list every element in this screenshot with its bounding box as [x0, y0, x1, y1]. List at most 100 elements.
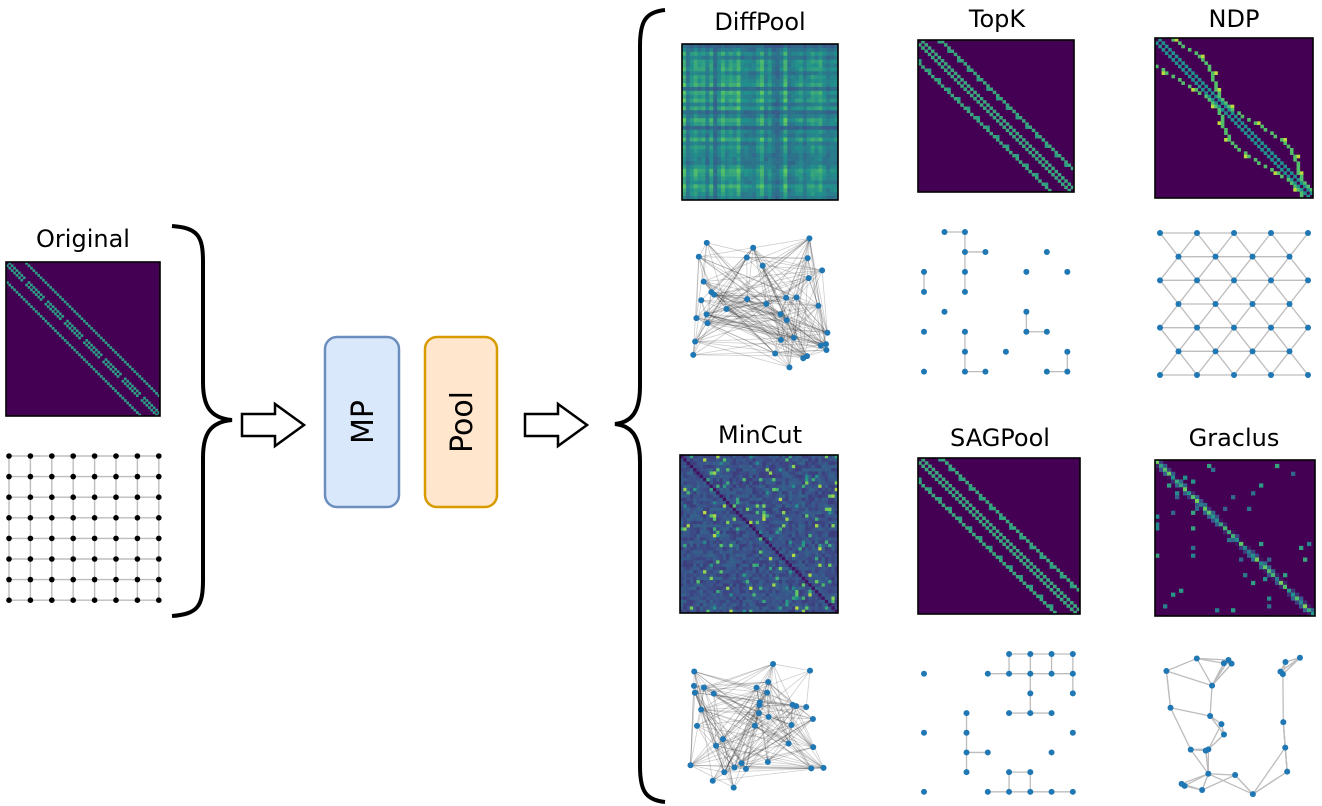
graph-node	[6, 494, 12, 501]
graph-node	[744, 296, 751, 303]
graph-node	[1157, 372, 1163, 378]
graph-node	[6, 576, 12, 583]
graph-node	[750, 244, 757, 251]
graph-node	[755, 710, 762, 717]
graph-node	[49, 453, 55, 459]
graph-node	[49, 556, 55, 562]
graph-node	[113, 535, 119, 542]
graph-node	[691, 668, 698, 675]
graph-node	[1006, 788, 1013, 795]
graph-node	[1231, 324, 1237, 331]
graph-node	[91, 494, 98, 501]
graph-node	[692, 338, 699, 345]
graph-node	[1286, 253, 1293, 260]
graph-node	[70, 515, 76, 521]
graph-node	[1296, 654, 1303, 661]
graph-node	[961, 328, 968, 335]
graph-node	[156, 576, 162, 583]
graph-node	[156, 535, 162, 542]
ndp-panel: NDP	[1154, 5, 1314, 378]
ndp-pooled-graph	[1157, 230, 1311, 378]
graph-node	[1218, 721, 1225, 728]
graph-node	[1048, 651, 1055, 657]
graph-node	[1167, 704, 1174, 711]
pool-label: Pool	[445, 391, 480, 453]
graph-node	[756, 699, 763, 706]
graph-node	[70, 576, 76, 583]
graph-node	[91, 556, 98, 562]
original-adjacency-matrix	[5, 261, 161, 417]
graph-node	[777, 336, 784, 343]
graph-node	[783, 294, 790, 301]
graph-node	[805, 275, 812, 282]
graph-node	[783, 317, 790, 324]
graph-node	[772, 350, 779, 357]
sagpool-label: SAGPool	[950, 424, 1050, 452]
graph-node	[1163, 667, 1170, 674]
graph-node	[1249, 791, 1256, 798]
original-grid-graph	[6, 453, 162, 603]
diffpool-panel: DiffPool	[681, 8, 839, 371]
pool-block: Pool	[423, 335, 499, 509]
graph-node	[984, 788, 991, 795]
graph-node	[1023, 268, 1030, 275]
graph-node	[1220, 660, 1227, 667]
graph-node	[738, 760, 745, 767]
graph-node	[91, 473, 98, 480]
sagpool-pooled-graph	[921, 651, 1076, 795]
graph-node	[693, 315, 700, 322]
graph-node	[921, 368, 927, 375]
graph-node	[1286, 348, 1293, 355]
graph-node	[695, 253, 702, 260]
graph-node	[1194, 372, 1200, 378]
graph-node	[793, 703, 800, 710]
diffpool-adjacency-matrix	[681, 43, 839, 201]
graph-node	[156, 597, 162, 603]
graph-node	[723, 306, 730, 313]
graph-node	[27, 535, 34, 542]
graph-node	[691, 689, 698, 696]
graclus-adjacency-matrix	[1154, 459, 1316, 617]
graph-node	[113, 453, 119, 459]
graph-node	[49, 515, 55, 521]
graph-node	[753, 684, 760, 691]
graph-node	[49, 494, 55, 501]
graph-node	[156, 494, 162, 501]
graph-node	[817, 342, 824, 349]
graph-node	[27, 576, 34, 583]
topk-adjacency-matrix	[917, 39, 1075, 193]
graph-node	[134, 597, 141, 603]
graph-node	[1187, 746, 1194, 753]
graph-node	[790, 334, 797, 341]
graph-node	[1023, 328, 1030, 335]
mincut-label: MinCut	[718, 421, 802, 449]
graph-node	[1027, 670, 1034, 677]
graph-node	[700, 684, 707, 691]
graph-node	[822, 341, 829, 348]
graph-node	[1027, 788, 1034, 795]
graph-node	[1002, 348, 1009, 355]
graph-node	[91, 576, 98, 583]
graph-node	[785, 740, 792, 747]
graph-node	[713, 742, 720, 749]
graph-node	[921, 288, 927, 295]
graph-node	[1286, 301, 1293, 307]
graph-node	[113, 473, 119, 480]
graph-node	[963, 769, 970, 776]
graph-node	[1027, 769, 1034, 776]
graph-node	[6, 515, 12, 521]
graph-node	[687, 762, 694, 769]
graph-node	[49, 576, 55, 583]
graph-node	[1282, 744, 1289, 751]
graph-node	[1249, 348, 1256, 355]
graph-node	[786, 364, 793, 371]
graph-node	[1175, 253, 1182, 260]
graph-node	[1027, 651, 1034, 657]
graph-node	[1282, 658, 1289, 665]
graph-node	[1305, 372, 1311, 378]
graph-node	[1048, 670, 1055, 677]
graph-node	[1305, 277, 1311, 284]
graph-node	[743, 254, 750, 261]
graph-node	[690, 682, 697, 689]
graph-node	[1023, 308, 1030, 315]
